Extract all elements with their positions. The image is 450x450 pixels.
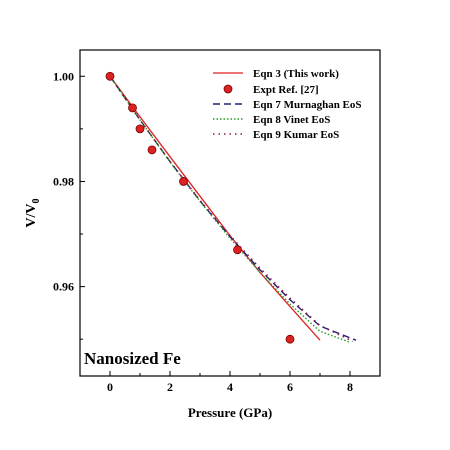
- y-tick-label: 0.96: [53, 280, 74, 294]
- data-markers: [105, 71, 295, 344]
- legend-marker: [223, 84, 233, 94]
- expt-data-point: [105, 71, 115, 81]
- expt-data-point: [147, 145, 157, 155]
- x-tick-label: 2: [167, 380, 173, 394]
- expt-data-point: [135, 124, 145, 134]
- expt-data-point: [179, 177, 188, 186]
- series-line-4: [109, 75, 351, 343]
- legend-label: Expt Ref. [27]: [253, 84, 319, 96]
- x-tick-label: 8: [347, 380, 353, 394]
- x-tick-label: 6: [287, 380, 293, 394]
- x-axis-title: Pressure (GPa): [188, 405, 272, 420]
- expt-data-point: [285, 334, 295, 344]
- expt-data-point: [128, 103, 137, 113]
- x-tick-label: 0: [107, 380, 113, 394]
- chart-annotation: Nanosized Fe: [84, 349, 181, 368]
- legend-label: Eqn 7 Murnaghan EoS: [253, 99, 362, 111]
- y-axis-title-main: V/V: [24, 203, 39, 227]
- legend: Eqn 3 (This work) Expt Ref. [27] Eqn 7 Mur…: [213, 68, 362, 141]
- x-tick-label: 4: [227, 380, 233, 394]
- series-lines: [109, 75, 357, 343]
- legend-label: Eqn 8 Vinet EoS: [253, 114, 330, 126]
- y-tick-label: 0.98: [53, 174, 74, 188]
- y-axis-title-subscript: 0: [31, 198, 42, 203]
- series-line-1: [109, 75, 321, 341]
- y-tick-label: 1.00: [53, 69, 74, 83]
- expt-data-point: [233, 245, 242, 255]
- y-axis-title: V/V0: [24, 198, 42, 227]
- axis-ticks: 0 2 4 6 8 0.96 0.98 1.00: [53, 69, 381, 394]
- svg-text:V/V0: V/V0: [24, 198, 42, 227]
- legend-label: Eqn 3 (This work): [253, 68, 339, 80]
- legend-label: Eqn 9 Kumar EoS: [253, 129, 339, 141]
